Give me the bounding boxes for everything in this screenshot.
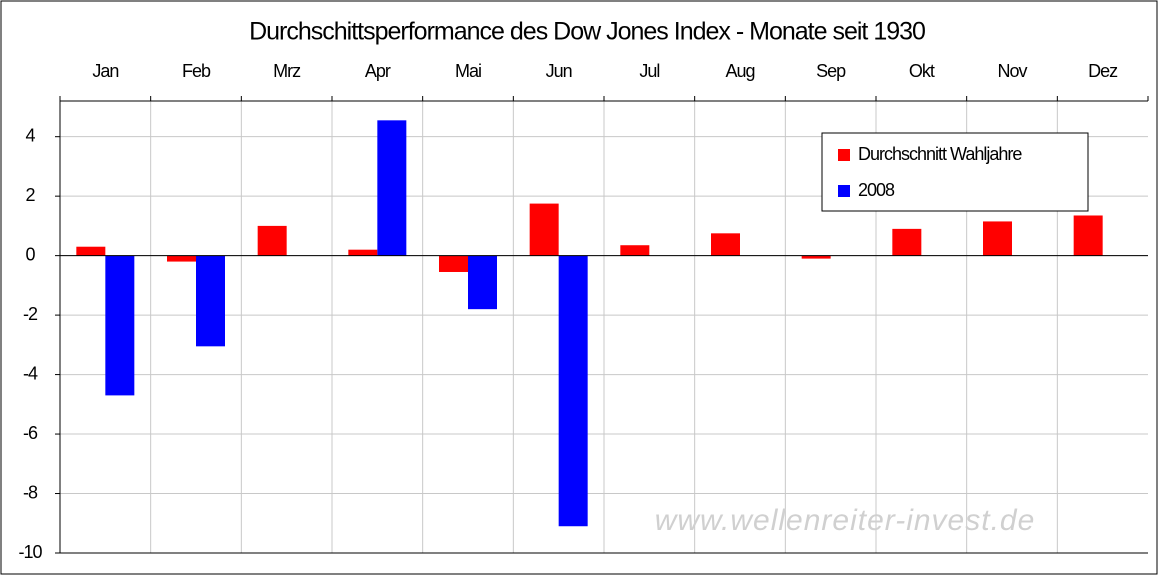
- y-tick-label: 4: [25, 125, 35, 145]
- legend-label: 2008: [858, 180, 895, 200]
- x-tick-label: Jun: [546, 61, 572, 81]
- legend-box: [821, 132, 1089, 212]
- x-tick-label: Mai: [455, 61, 481, 81]
- x-tick-label: Okt: [909, 61, 935, 81]
- legend-swatch: [838, 185, 850, 197]
- legend-swatch: [838, 149, 850, 161]
- bar: [105, 255, 135, 396]
- bar: [1073, 215, 1103, 256]
- bar: [801, 255, 831, 259]
- bar: [892, 228, 922, 256]
- x-tick-label: Jul: [639, 61, 659, 81]
- y-tick-label: -6: [23, 423, 38, 443]
- bar: [468, 255, 497, 310]
- bar: [348, 249, 378, 256]
- x-tick-label: Sep: [816, 61, 846, 81]
- y-tick-label: -4: [23, 363, 38, 383]
- x-tick-label: Apr: [365, 61, 391, 81]
- x-tick-label: Feb: [182, 61, 211, 81]
- bar: [196, 255, 225, 347]
- plot: -10 -8 -6 -4 -2 0 2 4 Jan Feb Mrz Apr Mai Jun Jul Aug Se…: [18, 61, 1149, 562]
- bar: [711, 233, 740, 256]
- x-tick-label: Mrz: [273, 61, 301, 81]
- bar: [439, 255, 468, 272]
- chart-title: Durchschittsperformance des Dow Jones In…: [249, 18, 925, 46]
- bar: [620, 245, 650, 256]
- bar: [558, 255, 588, 527]
- bar: [167, 255, 196, 262]
- bar: [377, 120, 407, 256]
- bar: [76, 246, 106, 256]
- bar: [529, 203, 559, 256]
- legend: Durchschnitt Wahljahre 2008: [821, 132, 1089, 212]
- y-tick-label: -2: [23, 304, 38, 324]
- x-tick-label: Nov: [997, 61, 1027, 81]
- bar: [983, 221, 1012, 256]
- y-tick-label: -10: [18, 542, 42, 562]
- y-tick-label: 2: [25, 185, 35, 205]
- bar: [257, 225, 287, 256]
- y-tick-label: 0: [25, 244, 35, 264]
- y-tick-label: -8: [23, 482, 38, 502]
- x-tick-label: Jan: [92, 61, 118, 81]
- watermark: www.wellenreiter-invest.de: [655, 504, 1036, 537]
- legend-label: Durchschnitt Wahljahre: [858, 144, 1022, 164]
- x-tick-label: Aug: [725, 61, 754, 81]
- x-tick-label: Dez: [1088, 61, 1118, 81]
